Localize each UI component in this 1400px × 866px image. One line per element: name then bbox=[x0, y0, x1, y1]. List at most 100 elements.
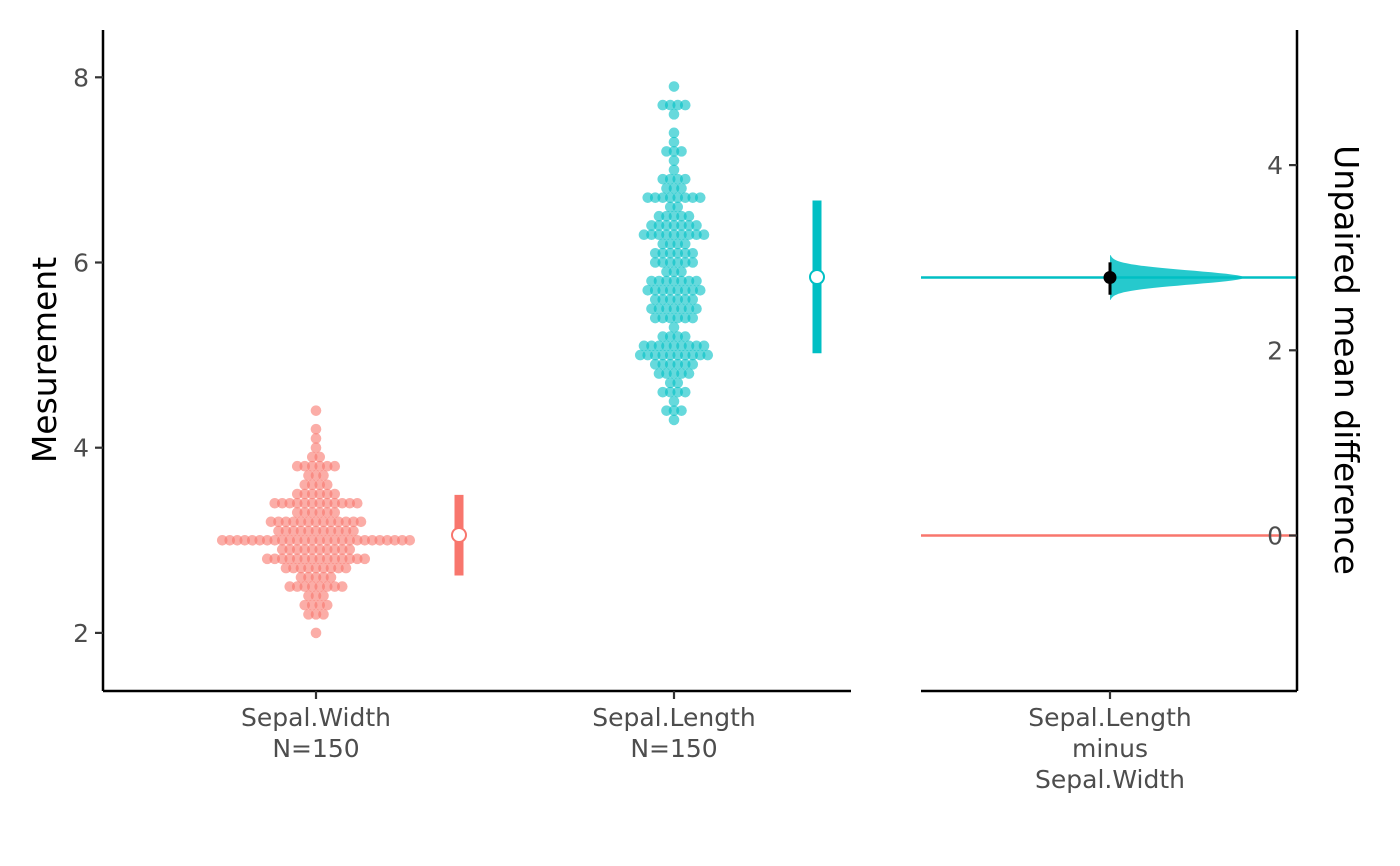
swarm-point bbox=[661, 183, 672, 194]
swarm-point bbox=[698, 340, 710, 352]
swarm-point bbox=[668, 109, 680, 120]
swarm-point bbox=[679, 386, 691, 398]
swarm-point bbox=[672, 173, 684, 185]
swarm-point bbox=[351, 553, 363, 565]
swarm-point bbox=[657, 331, 669, 342]
bootstrap-distribution bbox=[1110, 255, 1244, 300]
swarm-point bbox=[642, 349, 654, 361]
swarm-point bbox=[679, 349, 691, 361]
swarm-point bbox=[318, 609, 329, 620]
swarm-point bbox=[668, 405, 680, 416]
swarm-point bbox=[340, 525, 352, 537]
swarm-point bbox=[269, 535, 281, 546]
swarm-point bbox=[668, 368, 680, 379]
swarm-point bbox=[668, 183, 680, 194]
swarm-point bbox=[329, 544, 341, 555]
swarm-point bbox=[646, 303, 657, 315]
swarm-point bbox=[276, 544, 288, 555]
swarm-point bbox=[691, 229, 702, 241]
swarm-point bbox=[683, 275, 695, 287]
swarm-point bbox=[687, 247, 699, 259]
swarm-point bbox=[314, 535, 326, 546]
swarm-point bbox=[321, 581, 333, 592]
swarm-point bbox=[664, 331, 676, 342]
swarm-point bbox=[239, 535, 251, 546]
swarm-point bbox=[668, 127, 680, 139]
swarm-point bbox=[702, 349, 714, 361]
swarm-point bbox=[314, 479, 326, 491]
swarm-point bbox=[291, 507, 303, 518]
swarm-point bbox=[657, 173, 669, 185]
swarm-point bbox=[649, 294, 661, 305]
summary-mean-dot bbox=[451, 527, 467, 544]
swarm-point bbox=[657, 312, 669, 324]
swarm-point bbox=[683, 210, 695, 222]
swarm-point bbox=[333, 562, 344, 574]
swarm-point bbox=[306, 507, 318, 518]
swarm-point bbox=[679, 312, 691, 324]
swarm-point bbox=[676, 368, 687, 379]
swarm-point bbox=[333, 525, 344, 537]
swarm-point bbox=[348, 516, 359, 528]
swarm-point bbox=[291, 497, 303, 509]
swarm-point bbox=[694, 192, 706, 203]
swarm-point bbox=[653, 368, 665, 379]
swarm-point bbox=[314, 599, 326, 611]
swarm-point bbox=[269, 553, 281, 565]
swarm-point bbox=[664, 238, 676, 250]
swarm-point bbox=[683, 229, 695, 241]
left-y-tick-label: 8 bbox=[73, 63, 89, 92]
swarm-point bbox=[679, 247, 691, 259]
comparison-label-line3: Sepal.Width bbox=[1035, 765, 1185, 794]
swarm-point bbox=[295, 525, 307, 537]
left-y-ticks: 2 4 6 8 bbox=[73, 63, 103, 648]
left-y-tick-label: 4 bbox=[73, 434, 89, 463]
swarm-point bbox=[303, 572, 314, 583]
swarm-point bbox=[299, 479, 311, 491]
swarm-point bbox=[306, 460, 318, 472]
right-y-tick-label: 0 bbox=[1267, 522, 1283, 551]
swarm-point bbox=[310, 516, 322, 528]
swarm-point bbox=[291, 581, 303, 592]
swarm-point bbox=[668, 396, 680, 407]
swarm-point bbox=[679, 284, 691, 296]
swarm-point bbox=[291, 535, 303, 546]
swarm-point bbox=[310, 562, 322, 574]
swarm-point bbox=[314, 488, 326, 500]
swarm-point bbox=[310, 405, 322, 416]
swarm-point bbox=[691, 220, 702, 231]
swarm-point bbox=[668, 81, 680, 92]
swarm-point bbox=[314, 460, 326, 472]
swarm-point bbox=[310, 433, 322, 444]
swarm-point bbox=[634, 349, 646, 361]
swarm-point bbox=[649, 192, 661, 203]
swarm-point bbox=[679, 173, 691, 185]
swarm-point bbox=[284, 553, 296, 565]
swarm-point bbox=[664, 192, 676, 203]
swarm-point bbox=[299, 497, 311, 509]
swarm-point bbox=[336, 581, 348, 592]
swarm-point bbox=[314, 451, 326, 463]
swarm-point bbox=[303, 470, 314, 481]
swarm-point bbox=[325, 562, 337, 574]
swarm-point bbox=[273, 516, 284, 528]
swarm-point bbox=[265, 516, 277, 528]
swarm-point bbox=[691, 303, 702, 315]
swarm-point bbox=[288, 525, 299, 537]
swarm-point bbox=[679, 238, 691, 250]
swarm-point bbox=[306, 488, 318, 500]
swarm-point bbox=[668, 220, 680, 231]
right-y-axis-title: Unpaired mean difference bbox=[1327, 145, 1366, 575]
swarm-point bbox=[224, 535, 236, 546]
swarm-point bbox=[280, 516, 292, 528]
swarm-point bbox=[672, 257, 684, 268]
swarm-point bbox=[664, 284, 676, 296]
swarm-point bbox=[321, 488, 333, 500]
effect-size-marks bbox=[921, 255, 1297, 537]
swarm-point bbox=[664, 377, 676, 389]
swarm-point bbox=[299, 507, 311, 518]
swarm-point bbox=[657, 349, 669, 361]
swarm-point bbox=[668, 155, 680, 166]
